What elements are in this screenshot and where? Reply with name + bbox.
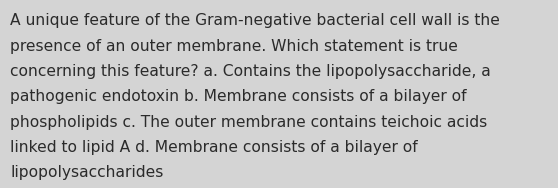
Text: presence of an outer membrane. Which statement is true: presence of an outer membrane. Which sta… bbox=[10, 39, 458, 54]
Text: linked to lipid A d. Membrane consists of a bilayer of: linked to lipid A d. Membrane consists o… bbox=[10, 140, 418, 155]
Text: concerning this feature? a. Contains the lipopolysaccharide, a: concerning this feature? a. Contains the… bbox=[10, 64, 491, 79]
Text: pathogenic endotoxin b. Membrane consists of a bilayer of: pathogenic endotoxin b. Membrane consist… bbox=[10, 89, 466, 104]
Text: A unique feature of the Gram-negative bacterial cell wall is the: A unique feature of the Gram-negative ba… bbox=[10, 13, 500, 28]
Text: phospholipids c. The outer membrane contains teichoic acids: phospholipids c. The outer membrane cont… bbox=[10, 115, 487, 130]
Text: lipopolysaccharides: lipopolysaccharides bbox=[10, 165, 163, 180]
